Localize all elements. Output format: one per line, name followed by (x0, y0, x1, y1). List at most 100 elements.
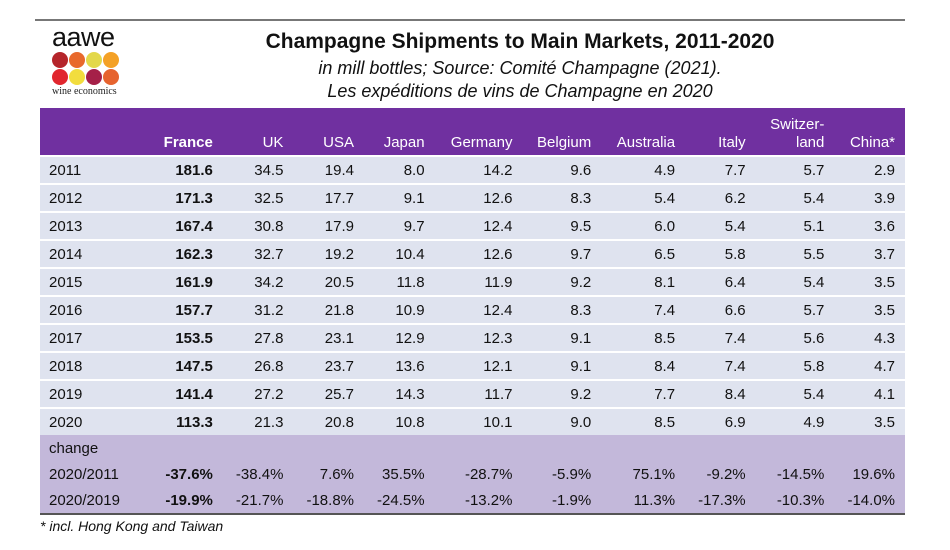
column-header (40, 108, 151, 156)
row-label: 2017 (40, 323, 151, 352)
logo-subtitle: wine economics (52, 86, 117, 97)
table-cell: 9.5 (522, 211, 602, 240)
column-header: USA (293, 108, 364, 156)
table-cell: -14.0% (834, 487, 905, 515)
table-cell: 21.8 (293, 295, 364, 324)
column-header: Germany (434, 108, 523, 156)
row-label: 2014 (40, 239, 151, 268)
table-cell: -37.6% (150, 461, 223, 487)
table-cell: 6.6 (685, 295, 756, 324)
table-cell: 12.1 (434, 351, 523, 380)
table-cell: 20.8 (293, 407, 364, 435)
table-row: 2018 147.5 26.8 23.7 13.6 12.1 9.1 8.4 7.4 5.8 4.7 (40, 351, 905, 380)
table-cell: 17.9 (293, 211, 364, 240)
table-cell: 25.7 (293, 379, 364, 408)
table-cell: 4.9 (755, 407, 835, 435)
table-cell: 19.6% (834, 461, 905, 487)
table-cell: 17.7 (293, 183, 364, 212)
table-cell: 12.4 (434, 295, 523, 324)
table-cell: 12.3 (434, 323, 523, 352)
table-cell: 9.7 (522, 239, 602, 268)
table-cell: 171.3 (150, 183, 223, 212)
table-cell: 5.7 (755, 155, 835, 184)
table-cell: 11.7 (434, 379, 523, 408)
table-cell: 5.7 (755, 295, 835, 324)
table-cell: -1.9% (522, 487, 602, 515)
table-cell: -28.7% (434, 461, 523, 487)
column-header: Italy (685, 108, 756, 156)
row-label: 2015 (40, 267, 151, 296)
table-cell: -14.5% (755, 461, 835, 487)
table-cell: 31.2 (222, 295, 294, 324)
table-row: 2017 153.5 27.8 23.1 12.9 12.3 9.1 8.5 7.4 5.6 4.3 (40, 323, 905, 352)
table-cell: -17.3% (685, 487, 756, 515)
table-cell: 3.5 (834, 295, 905, 324)
table-subtitle-french: Les expéditions de vins de Champagne en … (327, 81, 713, 101)
table-row: 2020/2019 -19.9% -21.7% -18.8% -24.5% -13.2% -… (40, 487, 905, 515)
table-cell: 153.5 (150, 323, 223, 352)
table-cell: 5.1 (755, 211, 835, 240)
aawe-logo: aawe wine economics (52, 24, 132, 97)
logo-dot (69, 52, 85, 68)
table-cell: 157.7 (150, 295, 223, 324)
logo-word: aawe (52, 22, 115, 52)
row-label: 2012 (40, 183, 151, 212)
logo-dot (86, 52, 102, 68)
table-cell: 9.2 (522, 267, 602, 296)
table-cell: 8.0 (364, 155, 435, 184)
table-subtitle: in mill bottles; Source: Comité Champagn… (318, 58, 722, 78)
table-cell: 19.4 (293, 155, 364, 184)
logo-dot (103, 69, 119, 85)
table-row: 2016 157.7 31.2 21.8 10.9 12.4 8.3 7.4 6.6 5.7 3.5 (40, 295, 905, 324)
table-cell: 3.5 (834, 267, 905, 296)
table-cell: 23.7 (293, 351, 364, 380)
table-cell: 23.1 (293, 323, 364, 352)
row-label: 2020/2011 (40, 461, 151, 487)
row-label: 2011 (40, 155, 151, 184)
table-cell: 167.4 (150, 211, 223, 240)
table-cell: 30.8 (222, 211, 294, 240)
table-cell: 35.5% (364, 461, 435, 487)
table-cell: 34.5 (222, 155, 294, 184)
table-cell: 11.9 (434, 267, 523, 296)
table-cell: 9.1 (522, 351, 602, 380)
table-cell: 8.1 (601, 267, 686, 296)
table-cell: 8.5 (601, 323, 686, 352)
table-cell: 8.4 (685, 379, 756, 408)
table-cell: 10.9 (364, 295, 435, 324)
table-cell: -21.7% (222, 487, 294, 515)
logo-dot (52, 69, 68, 85)
table-cell: 9.7 (364, 211, 435, 240)
table-cell: 20.5 (293, 267, 364, 296)
table-cell: 9.6 (522, 155, 602, 184)
logo-dot (86, 69, 102, 85)
table-cell: 27.8 (222, 323, 294, 352)
table-cell: 141.4 (150, 379, 223, 408)
footnote: * incl. Hong Kong and Taiwan (40, 518, 224, 534)
table-cell: 4.1 (834, 379, 905, 408)
table-cell: 7.6% (293, 461, 364, 487)
table-cell: 12.6 (434, 239, 523, 268)
logo-dot (69, 69, 85, 85)
table-cell: 10.8 (364, 407, 435, 435)
column-header: Japan (364, 108, 435, 156)
table-cell: 7.7 (601, 379, 686, 408)
table-cell: 8.3 (522, 295, 602, 324)
table-cell: 4.9 (601, 155, 686, 184)
row-label: 2016 (40, 295, 151, 324)
table-cell: 3.9 (834, 183, 905, 212)
table-cell: 7.7 (685, 155, 756, 184)
table-cell: 10.1 (434, 407, 523, 435)
table-cell: 75.1% (601, 461, 686, 487)
table-cell: 6.5 (601, 239, 686, 268)
table-cell: 3.6 (834, 211, 905, 240)
table-cell: 32.5 (222, 183, 294, 212)
table-row: 2015 161.9 34.2 20.5 11.8 11.9 9.2 8.1 6.4 5.4 3.5 (40, 267, 905, 296)
table-cell: 8.5 (601, 407, 686, 435)
table-cell: 5.4 (755, 267, 835, 296)
table-cell: 7.4 (685, 351, 756, 380)
row-label: 2018 (40, 351, 151, 380)
table-cell: -38.4% (222, 461, 294, 487)
table-title: Champagne Shipments to Main Markets, 201… (265, 30, 775, 53)
table-cell: 5.4 (601, 183, 686, 212)
